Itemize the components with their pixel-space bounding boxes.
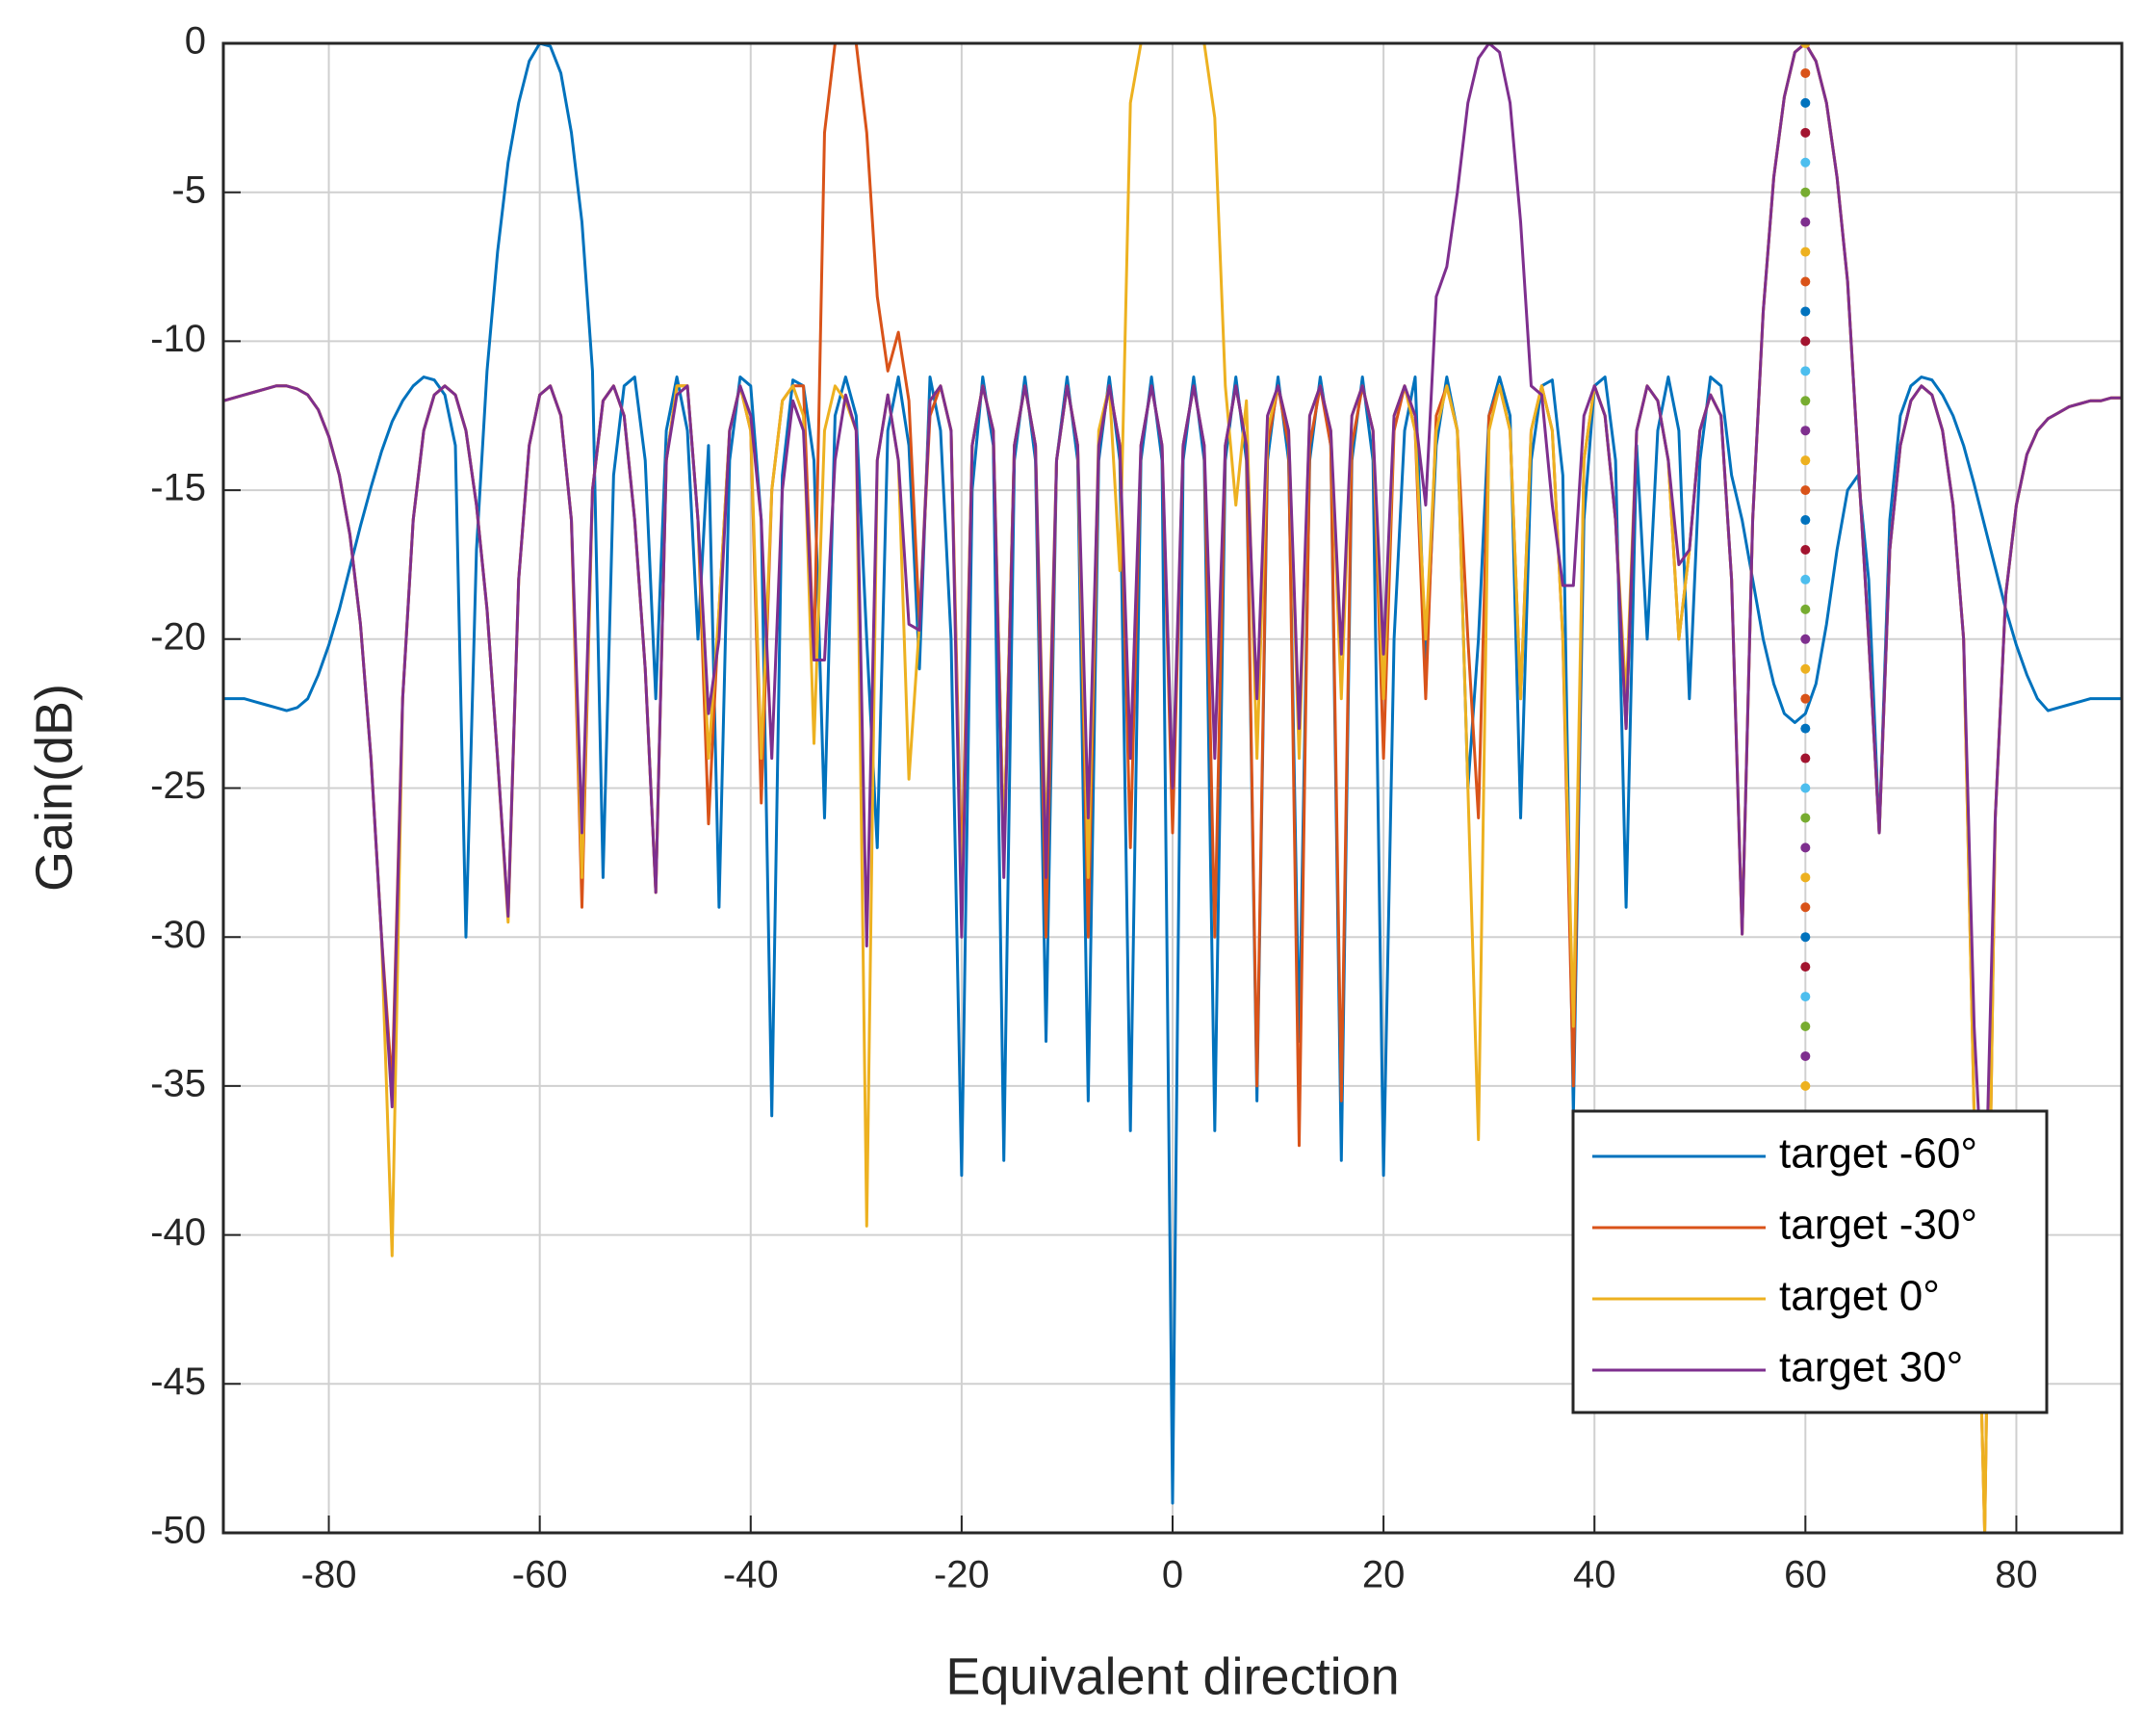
marker-dot bbox=[1800, 396, 1811, 406]
marker-dot bbox=[1800, 813, 1811, 823]
marker-dot bbox=[1800, 693, 1811, 704]
marker-dot bbox=[1800, 485, 1811, 496]
series-line bbox=[223, 43, 2122, 1237]
marker-dot bbox=[1800, 97, 1811, 108]
y-tick-label: -25 bbox=[150, 764, 206, 807]
marker-dot bbox=[1800, 723, 1811, 734]
legend-label: target 0° bbox=[1779, 1273, 1940, 1320]
legend-label: target 30° bbox=[1779, 1344, 1963, 1391]
marker-dot bbox=[1800, 962, 1811, 972]
marker-dot bbox=[1800, 127, 1811, 138]
marker-dot bbox=[1800, 992, 1811, 1002]
marker-dot bbox=[1800, 872, 1811, 883]
legend-box bbox=[1571, 1109, 2049, 1414]
marker-dot bbox=[1800, 1050, 1811, 1061]
x-tick-label: 20 bbox=[1362, 1554, 1406, 1596]
marker-dot bbox=[1800, 663, 1811, 674]
marker-dot bbox=[1800, 455, 1811, 466]
marker-dot bbox=[1800, 366, 1811, 376]
y-tick-label: 0 bbox=[185, 20, 206, 63]
x-tick-label: -80 bbox=[301, 1554, 357, 1596]
marker-dot bbox=[1800, 515, 1811, 526]
x-tick-label: -20 bbox=[934, 1554, 990, 1596]
marker-dot bbox=[1800, 306, 1811, 317]
marker-dot bbox=[1800, 426, 1811, 436]
x-tick-label: 40 bbox=[1573, 1554, 1616, 1596]
y-tick-label: -10 bbox=[150, 318, 206, 360]
x-tick-label: 0 bbox=[1162, 1554, 1183, 1596]
marker-dot bbox=[1800, 783, 1811, 793]
y-tick-label: -45 bbox=[150, 1360, 206, 1403]
marker-dot bbox=[1800, 1080, 1811, 1091]
x-tick-label: -40 bbox=[723, 1554, 779, 1596]
y-tick-label: -50 bbox=[150, 1510, 206, 1552]
marker-dot bbox=[1800, 753, 1811, 764]
x-tick-label: 60 bbox=[1784, 1554, 1827, 1596]
marker-dot bbox=[1800, 157, 1811, 168]
y-tick-label: -35 bbox=[150, 1062, 206, 1104]
marker-dot bbox=[1800, 544, 1811, 555]
y-tick-label: -30 bbox=[150, 914, 206, 956]
y-tick-label: -20 bbox=[150, 615, 206, 658]
y-tick-label: -15 bbox=[150, 467, 206, 509]
legend-label: target -30° bbox=[1779, 1202, 1977, 1249]
plot-lines bbox=[223, 43, 2122, 1533]
marker-dot bbox=[1800, 276, 1811, 287]
y-tick-label: -5 bbox=[171, 168, 206, 211]
marker-dot bbox=[1800, 634, 1811, 644]
marker-dot bbox=[1800, 1022, 1811, 1032]
marker-dot bbox=[1800, 842, 1811, 853]
marker-dot bbox=[1800, 902, 1811, 913]
marker-dot bbox=[1800, 932, 1811, 943]
marker-dot bbox=[1800, 246, 1811, 257]
marker-dot bbox=[1800, 67, 1811, 78]
marker-dot bbox=[1800, 604, 1811, 614]
legend-label: target -60° bbox=[1779, 1130, 1977, 1178]
marker-dot bbox=[1800, 574, 1811, 584]
x-axis-title: Equivalent direction bbox=[945, 1647, 1399, 1705]
marker-dot bbox=[1800, 187, 1811, 197]
plot-frame bbox=[221, 41, 2124, 1535]
y-tick-label: -40 bbox=[150, 1211, 206, 1254]
x-tick-label: -60 bbox=[512, 1554, 568, 1596]
marker-dot bbox=[1800, 336, 1811, 347]
x-tick-label: 80 bbox=[1995, 1554, 2038, 1596]
series-line bbox=[223, 43, 2122, 1505]
y-axis-title: Gain(dB) bbox=[25, 684, 83, 892]
marker-dot bbox=[1800, 217, 1811, 227]
